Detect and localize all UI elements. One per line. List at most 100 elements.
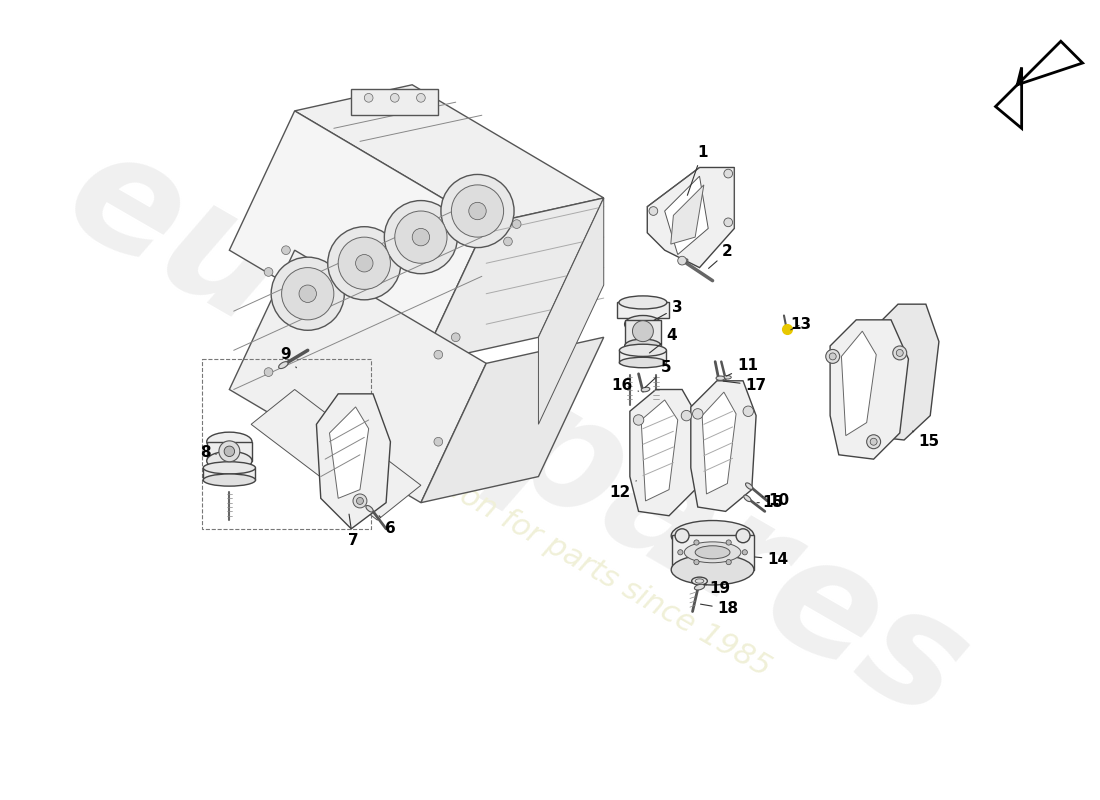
Ellipse shape [619, 358, 667, 368]
Ellipse shape [278, 362, 288, 369]
Circle shape [829, 353, 836, 360]
Ellipse shape [680, 259, 688, 264]
Circle shape [724, 218, 733, 226]
Polygon shape [538, 198, 604, 424]
Circle shape [826, 350, 839, 363]
Circle shape [742, 406, 754, 417]
Bar [351, 89, 438, 115]
Circle shape [893, 346, 906, 360]
Text: 13: 13 [791, 317, 812, 332]
Ellipse shape [207, 432, 252, 451]
Text: 9: 9 [280, 347, 296, 368]
Text: 18: 18 [701, 602, 739, 616]
Ellipse shape [671, 521, 754, 551]
Circle shape [364, 94, 373, 102]
Circle shape [417, 94, 426, 102]
Text: 7: 7 [348, 514, 359, 549]
Circle shape [441, 174, 514, 247]
Circle shape [693, 409, 703, 419]
Bar [625, 320, 661, 346]
Polygon shape [664, 176, 708, 254]
Circle shape [632, 321, 653, 342]
Circle shape [678, 256, 686, 265]
Circle shape [224, 446, 234, 457]
Polygon shape [671, 185, 704, 244]
Text: 10: 10 [762, 494, 790, 509]
Ellipse shape [724, 375, 732, 379]
Circle shape [434, 438, 442, 446]
Ellipse shape [366, 506, 373, 512]
Circle shape [353, 494, 367, 508]
Circle shape [649, 206, 658, 215]
Text: 15: 15 [913, 431, 939, 450]
Polygon shape [421, 198, 604, 363]
Circle shape [338, 237, 390, 290]
Bar [617, 302, 669, 318]
Polygon shape [842, 331, 877, 436]
Circle shape [694, 540, 700, 545]
Text: 6: 6 [379, 516, 396, 536]
Polygon shape [873, 304, 939, 440]
Circle shape [264, 268, 273, 276]
Ellipse shape [625, 339, 661, 353]
Circle shape [469, 202, 486, 220]
Polygon shape [691, 381, 756, 511]
Ellipse shape [716, 376, 725, 380]
Circle shape [299, 285, 317, 302]
Circle shape [282, 246, 290, 254]
Text: eurospares: eurospares [41, 114, 993, 753]
Ellipse shape [694, 584, 705, 590]
Ellipse shape [619, 344, 667, 357]
Circle shape [390, 94, 399, 102]
Polygon shape [230, 111, 486, 363]
Circle shape [634, 414, 643, 425]
Text: 1: 1 [688, 145, 707, 195]
Circle shape [678, 550, 683, 555]
Text: 15: 15 [757, 495, 783, 510]
Bar [207, 442, 252, 461]
Ellipse shape [641, 387, 650, 392]
Circle shape [504, 237, 513, 246]
Ellipse shape [744, 495, 751, 502]
Ellipse shape [675, 529, 689, 542]
Circle shape [395, 211, 447, 263]
Ellipse shape [207, 451, 252, 470]
Circle shape [451, 185, 504, 237]
Polygon shape [996, 42, 1082, 128]
Ellipse shape [204, 474, 255, 486]
Circle shape [264, 368, 273, 377]
Circle shape [384, 201, 458, 274]
Text: 11: 11 [726, 358, 758, 376]
Text: 4: 4 [649, 328, 676, 353]
Ellipse shape [204, 462, 255, 474]
Text: a passion for parts since 1985: a passion for parts since 1985 [362, 427, 776, 682]
Text: 3: 3 [654, 300, 682, 320]
Circle shape [355, 254, 373, 272]
Ellipse shape [684, 542, 741, 562]
Text: 2: 2 [708, 245, 733, 268]
Circle shape [451, 333, 460, 342]
Circle shape [726, 559, 732, 565]
Ellipse shape [671, 554, 754, 585]
Polygon shape [641, 400, 678, 501]
Circle shape [724, 170, 733, 178]
Polygon shape [647, 167, 735, 268]
Circle shape [328, 226, 400, 300]
Ellipse shape [736, 529, 750, 542]
Polygon shape [702, 392, 736, 494]
Circle shape [681, 410, 692, 421]
Text: 19: 19 [704, 581, 730, 595]
Circle shape [356, 498, 363, 505]
Polygon shape [421, 338, 604, 502]
Circle shape [694, 559, 700, 565]
Ellipse shape [625, 315, 661, 333]
Polygon shape [330, 407, 369, 498]
Circle shape [272, 257, 344, 330]
Text: 5: 5 [645, 360, 672, 388]
Circle shape [867, 434, 881, 449]
Text: 8: 8 [200, 445, 217, 460]
Ellipse shape [746, 483, 752, 490]
Circle shape [742, 550, 747, 555]
Polygon shape [295, 85, 604, 224]
Ellipse shape [695, 579, 704, 583]
